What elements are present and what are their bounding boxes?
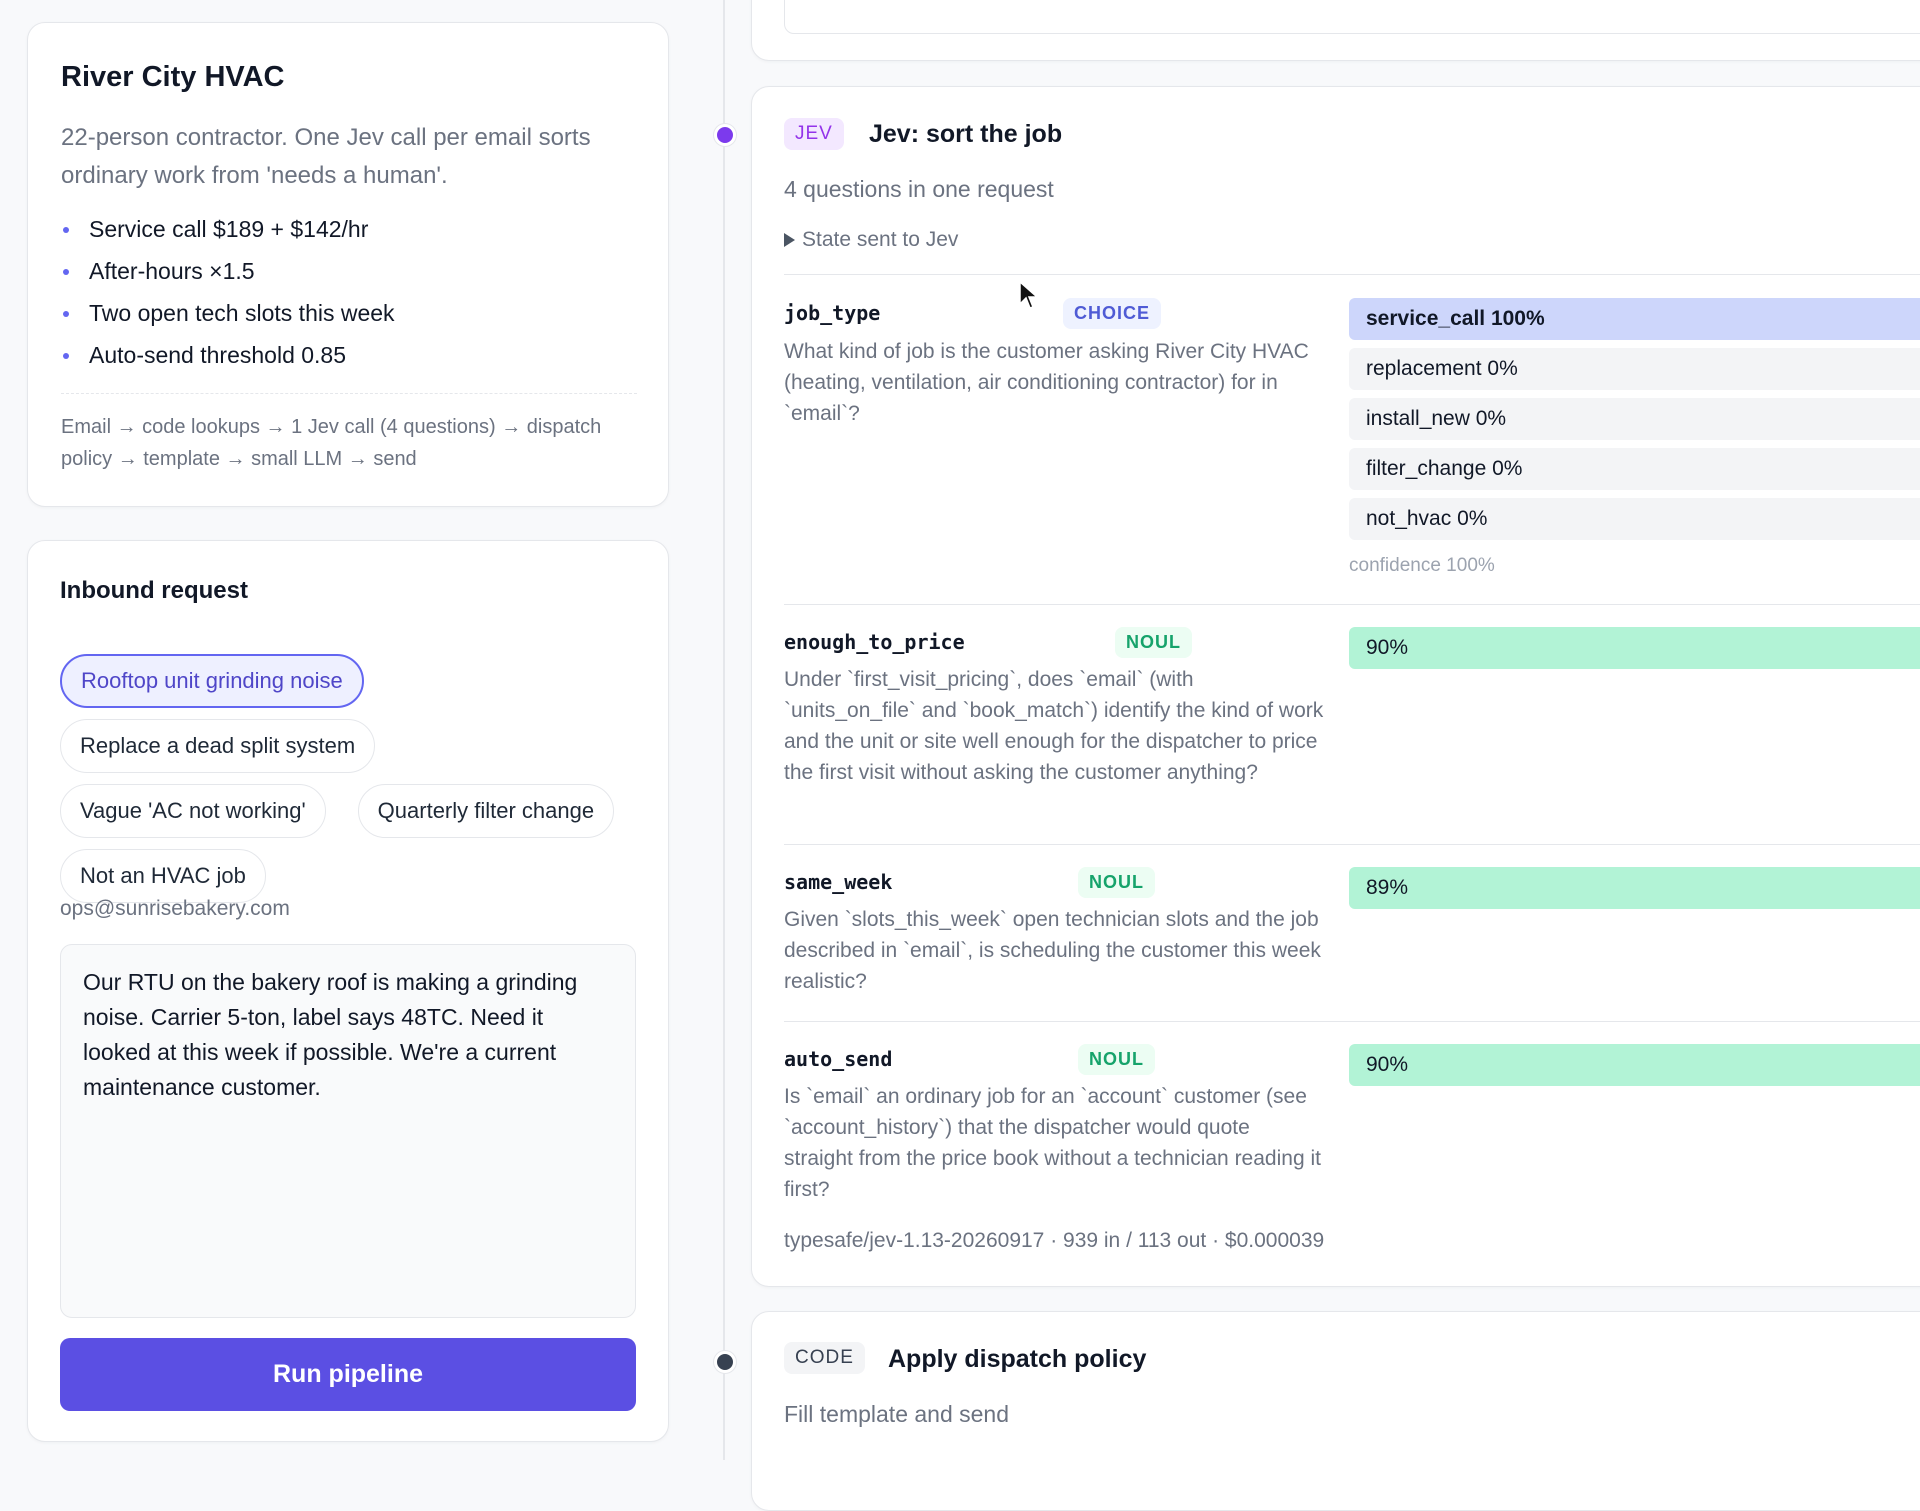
step-badge: CODE [784, 1342, 865, 1374]
details-toggle[interactable]: State sent to Jev [802, 228, 959, 251]
divider [61, 393, 637, 394]
example-chip[interactable]: Rooftop unit grinding noise [60, 654, 364, 708]
option: not_hvac 0% [1349, 498, 1920, 540]
run-button[interactable]: Run pipeline [60, 1338, 636, 1411]
question-kind: NOUL [1078, 867, 1155, 898]
step-subtitle: 4 questions in one request [784, 176, 1054, 202]
flow: Email → code lookups → 1 Jev call (4 que… [61, 416, 602, 470]
example-chips: Rooftop unit grinding noise Replace a de… [60, 654, 636, 903]
option: service_call 100% [1349, 298, 1920, 340]
question-kind: NOUL [1115, 627, 1192, 658]
email-body[interactable]: Our RTU on the bakery roof is making a g… [60, 944, 636, 1318]
result-bar: 89% [1349, 867, 1920, 909]
bullet: Auto-send threshold 0.85 [62, 342, 347, 368]
bullet: Two open tech slots this week [63, 300, 395, 326]
option: filter_change 0% [1349, 448, 1920, 490]
divider [784, 844, 1920, 845]
result-bar: 90% [1349, 627, 1920, 669]
example-chip[interactable]: Replace a dead split system [60, 719, 376, 773]
jev-step-card [751, 86, 1920, 1287]
previous-step-box [784, 0, 1920, 34]
mouse-cursor [1019, 280, 1039, 309]
company-description: 22-person contractor. One Jev call per e… [61, 124, 591, 189]
question-text: Under `first_visit_pricing`, does `email… [784, 668, 1324, 784]
question-text: Given `slots_this_week` open technician … [784, 908, 1321, 993]
question-key: same_week [784, 870, 893, 894]
step-title: Jev: sort the job [869, 120, 1063, 148]
step-subtitle: Fill template and send [784, 1401, 1010, 1427]
company-card: River City HVAC 22-person contractor. On… [27, 22, 669, 507]
step-title: Apply dispatch policy [888, 1345, 1147, 1373]
timeline-dot [714, 1351, 736, 1373]
example-chip[interactable]: Quarterly filter change [357, 784, 615, 838]
question-key: enough_to_price [784, 630, 965, 654]
result-bar: 90% [1349, 1044, 1920, 1086]
cursor-shape [1019, 280, 1039, 309]
step-badge: JEV [784, 118, 844, 150]
step-footer: typesafe/jev-1.13-20260917 · 939 in / 11… [784, 1229, 1325, 1252]
question-kind: NOUL [1078, 1044, 1155, 1075]
question-kind: CHOICE [1063, 298, 1162, 329]
question-key: job_type [784, 301, 881, 325]
timeline-dot [714, 124, 736, 146]
confidence: confidence 100% [1349, 555, 1495, 576]
bullet: After-hours ×1.5 [63, 258, 255, 284]
question-text: Is `email` an ordinary job for an `accou… [784, 1085, 1321, 1201]
example-chip[interactable]: Vague 'AC not working' [60, 784, 326, 838]
question-text: What kind of job is the customer asking … [784, 340, 1309, 425]
body: River City HVAC 22-person contractor. On… [27, 0, 1920, 1511]
email-address: ops@sunrisebakery.com [60, 897, 290, 920]
inbound-title: Inbound request [60, 577, 248, 604]
divider [784, 604, 1920, 605]
previous-step-card [751, 0, 1920, 61]
timeline [723, 0, 725, 1460]
option: install_new 0% [1349, 398, 1920, 440]
company-title: River City HVAC [61, 61, 285, 93]
divider [784, 274, 1920, 275]
example-chip[interactable]: Not an HVAC job [60, 849, 266, 903]
bullet: Service call $189 + $142/hr [62, 216, 369, 242]
option: replacement 0% [1349, 348, 1920, 390]
disclosure-arrow[interactable] [784, 233, 795, 247]
question-key: auto_send [784, 1047, 893, 1071]
divider [784, 1021, 1920, 1022]
page: {"company": {"title": "River City HVAC",… [27, 0, 1920, 1511]
